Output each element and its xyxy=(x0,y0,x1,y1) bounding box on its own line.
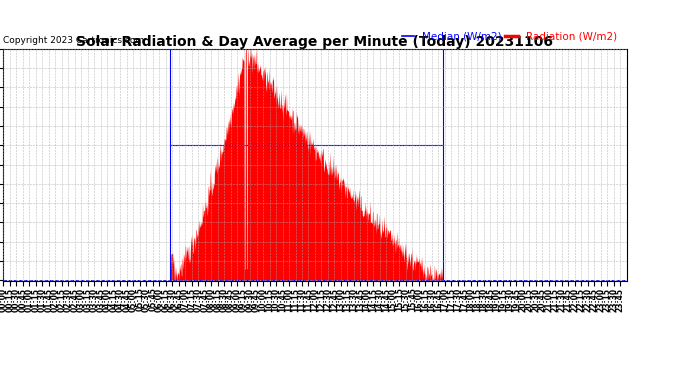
Text: Copyright 2023 Cartronics.com: Copyright 2023 Cartronics.com xyxy=(3,36,145,45)
Title: Solar Radiation & Day Average per Minute (Today) 20231106: Solar Radiation & Day Average per Minute… xyxy=(77,35,553,49)
Legend: Median (W/m2), Radiation (W/m2): Median (W/m2), Radiation (W/m2) xyxy=(397,27,621,45)
